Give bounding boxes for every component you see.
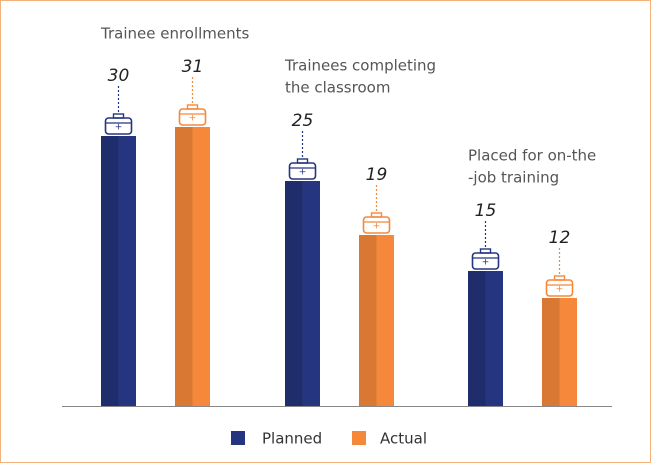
briefcase-handle bbox=[479, 248, 492, 254]
category-label: the classroom bbox=[285, 79, 390, 97]
value-label: 19 bbox=[366, 165, 388, 185]
briefcase-plus: + bbox=[299, 168, 307, 178]
category-label: Trainees completing bbox=[284, 57, 436, 75]
briefcase-handle bbox=[553, 275, 566, 281]
briefcase-plus: + bbox=[189, 114, 197, 124]
bar-left bbox=[285, 181, 303, 406]
bar bbox=[468, 271, 503, 406]
category-label: Trainee enrollments bbox=[100, 25, 250, 43]
bar bbox=[359, 235, 394, 406]
value-label: 25 bbox=[292, 111, 314, 131]
value-label: 30 bbox=[108, 66, 130, 86]
briefcase-handle bbox=[370, 212, 383, 218]
briefcase-plus: + bbox=[556, 285, 564, 295]
bar bbox=[101, 136, 136, 406]
bar-left bbox=[175, 127, 193, 406]
bar-left bbox=[359, 235, 377, 406]
bar-right bbox=[118, 136, 136, 406]
bar-left bbox=[468, 271, 486, 406]
legend-swatch bbox=[352, 431, 366, 445]
bar bbox=[542, 298, 577, 406]
bar-left bbox=[542, 298, 560, 406]
briefcase-handle bbox=[186, 104, 199, 110]
legend-label: Planned bbox=[262, 430, 322, 448]
value-label: 12 bbox=[549, 228, 571, 248]
briefcase-handle bbox=[296, 158, 309, 164]
bar-right bbox=[192, 127, 210, 406]
bar bbox=[285, 181, 320, 406]
legend-swatch bbox=[231, 431, 245, 445]
value-label: 15 bbox=[475, 201, 497, 221]
value-label: 31 bbox=[182, 57, 204, 77]
bar-right bbox=[302, 181, 320, 406]
briefcase-plus: + bbox=[115, 123, 123, 133]
bar-left bbox=[101, 136, 119, 406]
category-label: -job training bbox=[468, 169, 559, 187]
briefcase-plus: + bbox=[482, 258, 490, 268]
bar-right bbox=[559, 298, 577, 406]
bar-right bbox=[485, 271, 503, 406]
briefcase-plus: + bbox=[373, 222, 381, 232]
bar bbox=[175, 127, 210, 406]
category-label: Placed for on-the bbox=[468, 147, 596, 165]
briefcase-handle bbox=[112, 113, 125, 119]
legend-label: Actual bbox=[380, 430, 427, 448]
bar-right bbox=[376, 235, 394, 406]
